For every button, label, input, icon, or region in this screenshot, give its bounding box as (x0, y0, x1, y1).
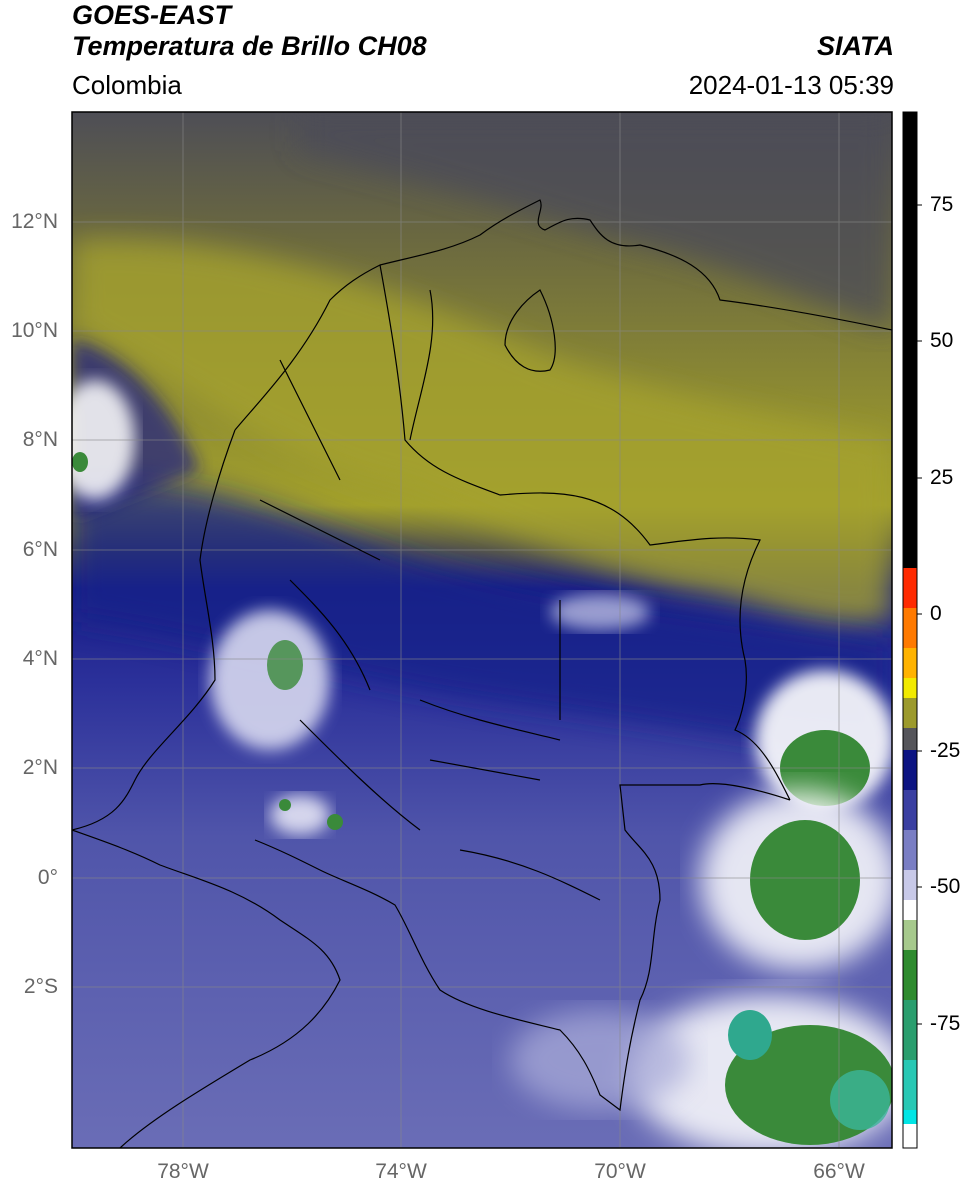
lat-label: 0° (37, 866, 58, 889)
colorbar (902, 111, 922, 1149)
product-title: Temperatura de Brillo CH08 (72, 31, 427, 61)
caribbean-coast (234, 199, 892, 431)
moist-band (72, 478, 892, 760)
lat-label: 12°N (11, 210, 58, 233)
colorbar-tick-label: -75 (930, 1012, 961, 1035)
internal-borders (259, 289, 601, 901)
colorbar-tick-label: 25 (930, 466, 954, 489)
map-frame (71, 111, 893, 1149)
timestamp-label: 2024-01-13 05:39 (688, 70, 894, 100)
lat-label: 2°S (23, 975, 58, 998)
colorbar-tick-label: 75 (930, 193, 954, 216)
colorbar-tick-label: 50 (930, 329, 954, 352)
lat-label: 4°N (22, 647, 58, 670)
pacific-coast (72, 829, 341, 1148)
boundaries (72, 199, 892, 1148)
colorbar-tick-label: -50 (930, 875, 961, 898)
dry-air-region (300, 112, 892, 330)
lon-label: 66°W (813, 1160, 865, 1183)
lat-label: 6°N (22, 538, 58, 561)
agency-label: SIATA (817, 31, 894, 61)
lat-label: 2°N (22, 756, 58, 779)
colorbar-tick-label: -25 (930, 739, 961, 762)
satellite-title: GOES-EAST (72, 0, 232, 30)
lat-label: 8°N (22, 428, 58, 451)
colorbar-tick-label: 0 (930, 602, 942, 625)
lon-label: 70°W (594, 1160, 646, 1183)
lon-label: 78°W (157, 1160, 209, 1183)
lat-label: 10°N (11, 319, 58, 342)
gridlines (72, 112, 892, 1148)
region-label: Colombia (72, 70, 182, 100)
haze-region (72, 239, 892, 626)
lon-label: 74°W (375, 1160, 427, 1183)
lake-maracaibo (504, 289, 556, 372)
colombia-outline (72, 264, 791, 1112)
